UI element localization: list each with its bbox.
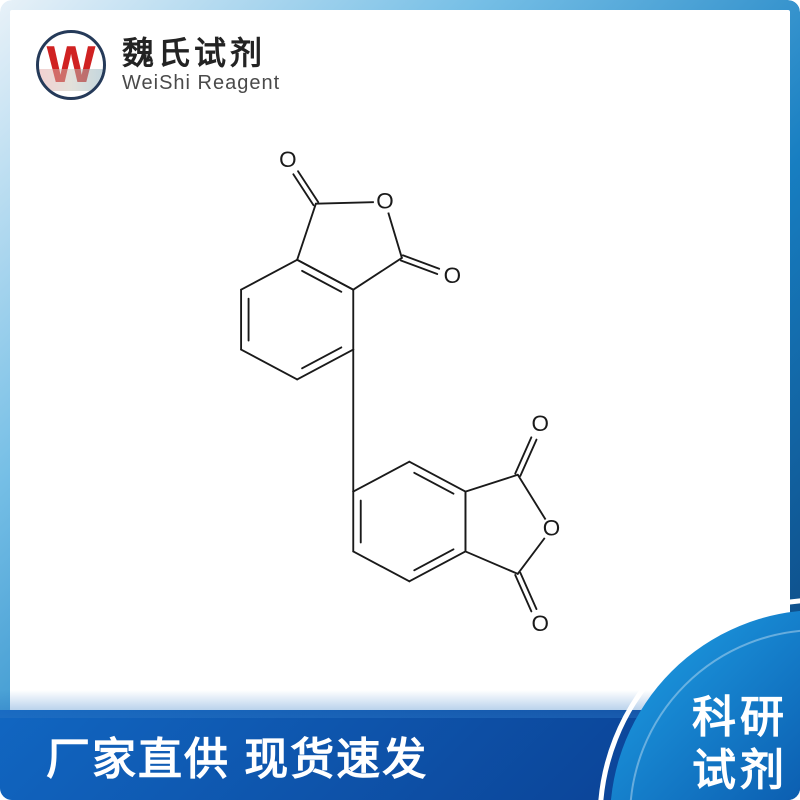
logo-text: 魏氏试剂 WeiShi Reagent [122, 36, 280, 93]
logo-en: WeiShi Reagent [122, 72, 280, 94]
logo-dot-gradient [39, 69, 103, 91]
svg-text:O: O [279, 147, 296, 172]
logo-cn: 魏氏试剂 [122, 36, 280, 71]
logo-mark: W [36, 30, 106, 100]
corner-line2: 试剂 [692, 745, 788, 798]
product-card: W 魏氏试剂 WeiShi Reagent O O O O O O 厂家直供 现货速发 科… [0, 0, 800, 800]
svg-text:O: O [444, 263, 461, 288]
corner-line1: 科研 [692, 692, 788, 745]
molecule-structure: O O O O O O [185, 120, 615, 680]
svg-text:O: O [543, 516, 560, 541]
banner-text: 厂家直供 现货速发 [46, 723, 428, 787]
svg-text:O: O [376, 188, 393, 213]
brand-logo: W 魏氏试剂 WeiShi Reagent [36, 30, 280, 100]
corner-badge: 科研 试剂 [560, 560, 800, 800]
svg-text:O: O [531, 611, 548, 636]
corner-badge-text: 科研 试剂 [692, 692, 788, 798]
svg-text:O: O [531, 411, 548, 436]
